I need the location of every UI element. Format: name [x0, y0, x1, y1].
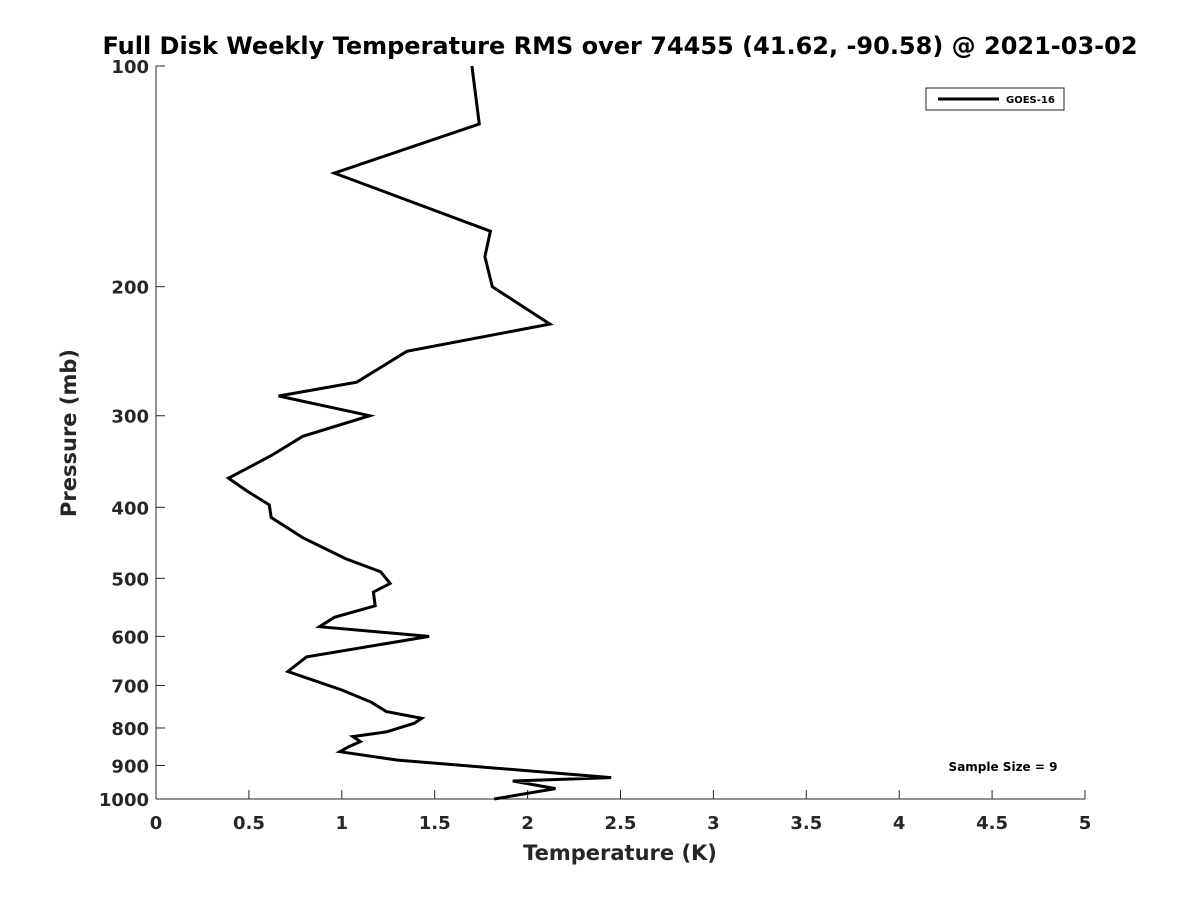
y-tick-label: 100 — [111, 57, 149, 78]
y-tick-label: 700 — [111, 676, 149, 697]
x-tick-label: 4.5 — [976, 813, 1008, 834]
y-tick-label: 900 — [111, 756, 149, 777]
y-tick-label: 1000 — [99, 790, 149, 811]
y-tick-label: 400 — [111, 498, 149, 519]
axes — [155, 66, 1085, 800]
y-tick-label: 500 — [111, 569, 149, 590]
x-tick-label: 1 — [336, 813, 349, 834]
y-tick-label: 800 — [111, 719, 149, 740]
ticks: 0 0.5 1 1.5 2 2.5 3 3.5 4 4.5 5 100 200 300 400 500 600 7… — [99, 57, 1091, 834]
y-tick-label: 600 — [111, 627, 149, 648]
x-tick-label: 2.5 — [605, 813, 637, 834]
x-tick-label: 3.5 — [790, 813, 822, 834]
plot-area — [225, 65, 612, 801]
x-tick-label: 1.5 — [419, 813, 451, 834]
series-line-goes16 — [225, 65, 612, 801]
x-tick-label: 2 — [521, 813, 534, 834]
sample-size-annotation: Sample Size = 9 — [949, 760, 1058, 774]
legend: GOES-16 — [925, 87, 1065, 111]
x-tick-label: 4 — [893, 813, 906, 834]
x-tick-label: 0 — [150, 813, 163, 834]
x-tick-label: 5 — [1079, 813, 1092, 834]
chart-title: Full Disk Weekly Temperature RMS over 74… — [102, 32, 1137, 60]
x-axis-label: Temperature (K) — [523, 841, 717, 865]
x-tick-label: 0.5 — [233, 813, 265, 834]
y-tick-label: 300 — [111, 407, 149, 428]
y-tick-label: 200 — [111, 278, 149, 299]
y-axis-label: Pressure (mb) — [57, 349, 81, 517]
x-tick-label: 3 — [707, 813, 720, 834]
legend-label-goes16: GOES-16 — [1006, 95, 1055, 106]
